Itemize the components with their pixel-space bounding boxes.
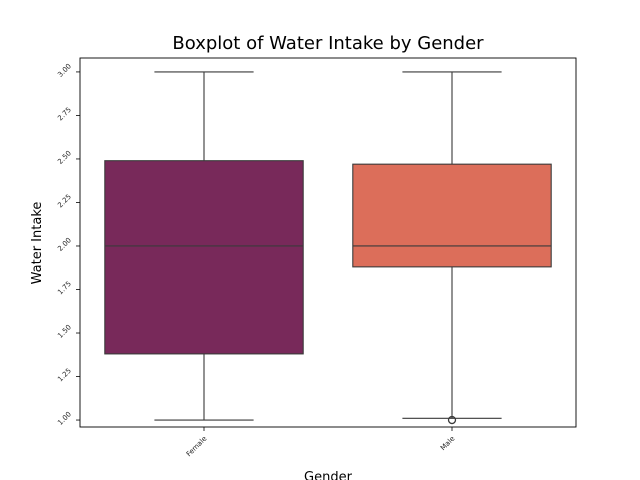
outlier-point: [447, 415, 457, 425]
plot-area: 1.00 1.25 1.50 1.75 2.00 2.25 2.50 2.75 3.00 Fema…: [56, 57, 577, 459]
x-tick-label: Female: [185, 435, 209, 459]
y-axis-label: Water Intake: [30, 202, 45, 285]
box-male: [352, 71, 552, 425]
iqr-box: [352, 163, 552, 268]
x-tick-label: Male: [439, 435, 456, 452]
y-tick-label: 1.25: [56, 367, 73, 384]
y-tick-label: 2.00: [56, 236, 73, 253]
y-tick-label: 1.75: [56, 280, 73, 297]
box-female: [104, 71, 304, 421]
x-axis-label: Gender: [304, 470, 353, 480]
y-tick-label: 2.50: [56, 149, 73, 166]
y-tick-label: 1.00: [56, 410, 73, 427]
y-tick-label: 3.00: [56, 62, 73, 79]
iqr-box: [104, 160, 304, 355]
chart-title: Boxplot of Water Intake by Gender: [172, 33, 484, 54]
plot-frame: [79, 57, 577, 428]
y-tick-label: 2.75: [56, 106, 73, 123]
y-tick-label: 2.25: [56, 193, 73, 210]
y-tick-label: 1.50: [56, 323, 73, 340]
